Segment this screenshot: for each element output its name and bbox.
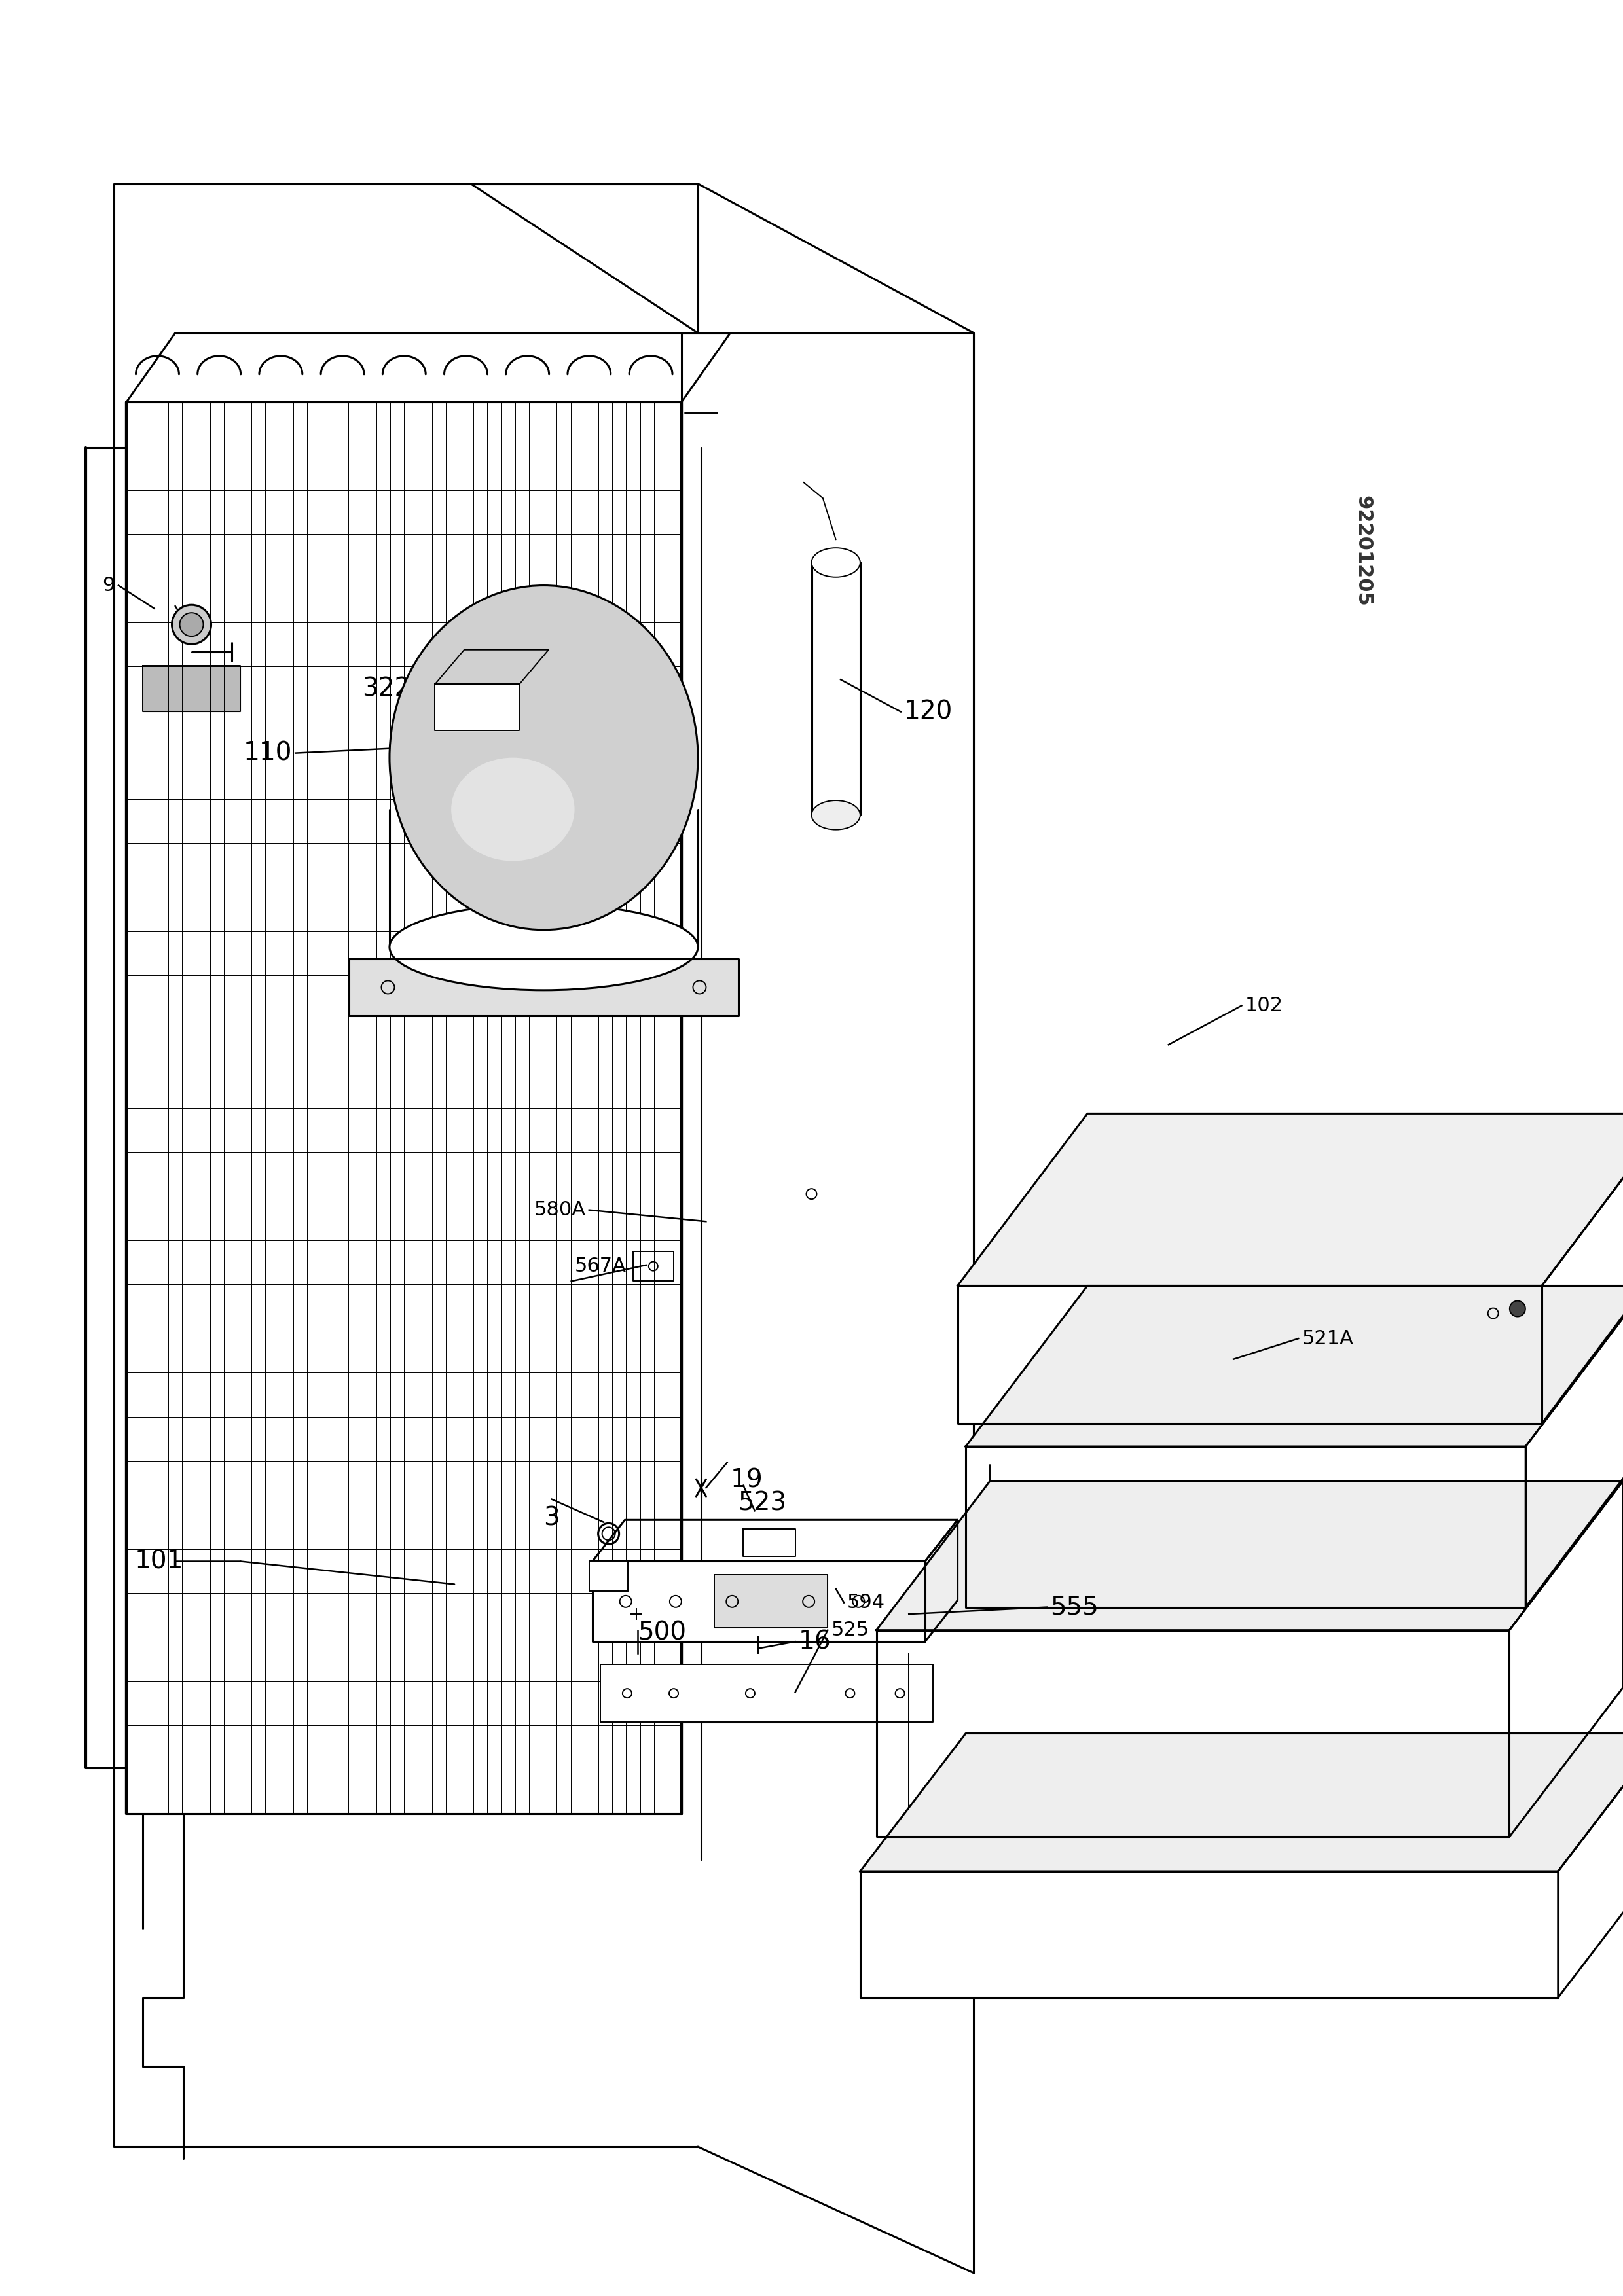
Text: 3: 3 [544,1506,560,1531]
Circle shape [1509,1302,1526,1316]
Text: 9: 9 [102,576,115,595]
Text: 555: 555 [1050,1596,1099,1619]
Polygon shape [714,1575,828,1628]
Text: 322: 322 [362,677,411,700]
Text: 101: 101 [135,1550,183,1573]
Text: 16: 16 [799,1630,831,1653]
Polygon shape [435,684,519,730]
Text: 521A: 521A [1302,1329,1354,1348]
Polygon shape [966,1446,1526,1607]
Text: 594: 594 [847,1593,885,1612]
Polygon shape [601,1665,933,1722]
Text: 580A: 580A [534,1201,586,1219]
Ellipse shape [812,801,860,829]
Polygon shape [876,1481,1623,1630]
Text: 567A: 567A [575,1256,626,1277]
Text: 525: 525 [831,1621,868,1639]
Polygon shape [966,1286,1623,1446]
Text: 2: 2 [656,769,672,792]
Polygon shape [143,666,240,712]
Ellipse shape [390,585,698,930]
Polygon shape [958,1114,1623,1286]
Text: 120: 120 [904,700,953,723]
Text: 251: 251 [623,859,661,877]
Polygon shape [349,960,738,1015]
Bar [589,1561,628,1591]
Text: 500: 500 [638,1621,687,1646]
Polygon shape [958,1286,1542,1424]
Text: 8: 8 [179,608,192,629]
Polygon shape [743,1529,795,1557]
Text: 19: 19 [730,1467,763,1492]
Ellipse shape [390,905,698,990]
Polygon shape [876,1630,1509,1837]
Text: 92201205: 92201205 [1354,496,1373,606]
Polygon shape [592,1561,925,1642]
Polygon shape [633,1251,674,1281]
Ellipse shape [812,549,860,576]
Circle shape [172,604,211,645]
Polygon shape [860,1733,1623,1871]
Ellipse shape [451,758,575,861]
Text: 110: 110 [243,742,292,765]
Circle shape [180,613,203,636]
Text: 102: 102 [1245,996,1282,1015]
Text: 523: 523 [738,1490,787,1515]
Polygon shape [860,1871,1558,1998]
